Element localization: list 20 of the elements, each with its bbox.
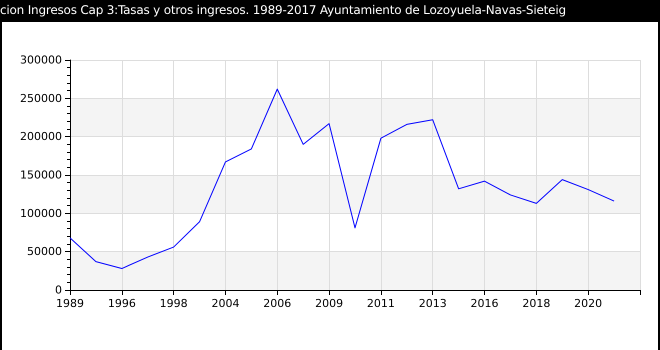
x-tick-label: 1989 <box>56 297 84 310</box>
y-tick-label: 250000 <box>20 92 62 105</box>
y-tick-label: 0 <box>55 284 62 296</box>
y-tick-label: 150000 <box>20 168 62 182</box>
y-tick-label: 50000 <box>27 245 62 258</box>
x-tick-label: 2011 <box>366 297 395 310</box>
x-tick-label: 2004 <box>211 297 240 310</box>
y-tick-label: 100000 <box>20 206 62 220</box>
y-tick-label: 300000 <box>20 54 62 66</box>
x-tick-label: 2013 <box>418 297 447 310</box>
line-series <box>70 88 615 270</box>
x-tick-label: 1996 <box>108 297 136 310</box>
x-tick-label: 2018 <box>522 297 550 310</box>
x-tick-label: 2009 <box>315 297 344 310</box>
x-tick-label: 2016 <box>470 297 499 310</box>
x-tick-label: 1998 <box>160 297 188 310</box>
chart-title: cion Ingresos Cap 3:Tasas y otros ingresos. 1989-2017 Ayuntamiento de Lozoyuela-Navas-Sieteig <box>0 0 660 22</box>
x-tick-label: 2006 <box>263 297 292 310</box>
y-tick-label: 200000 <box>20 130 62 144</box>
x-tick-label: 2020 <box>574 297 602 310</box>
